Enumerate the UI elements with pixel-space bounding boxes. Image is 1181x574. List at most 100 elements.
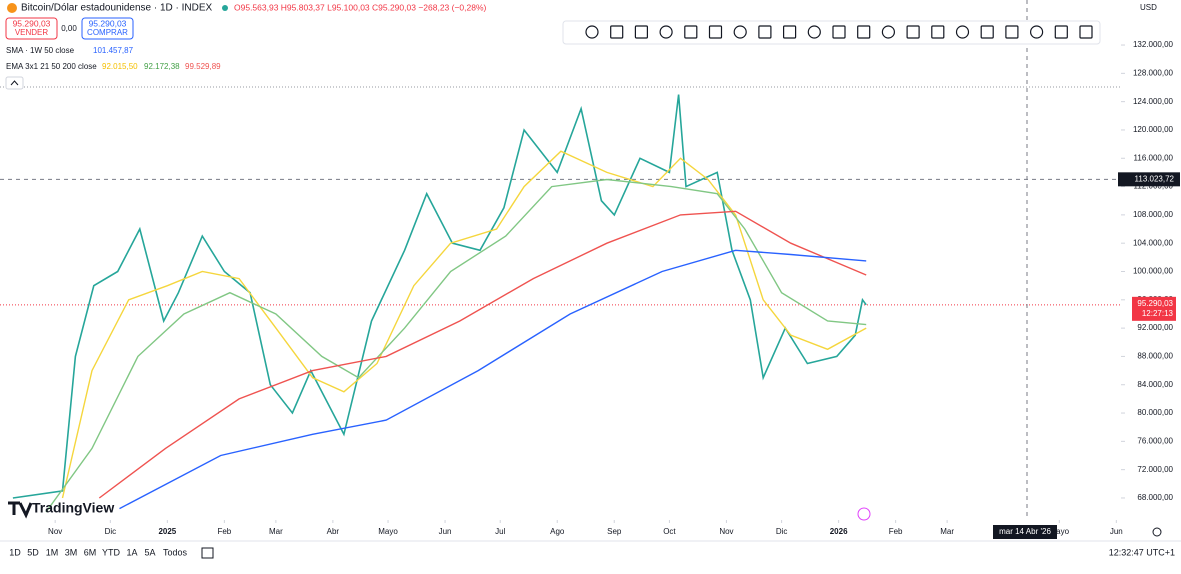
- sell-button[interactable]: [5, 17, 58, 40]
- logo-mark: [8, 501, 33, 519]
- y-tick-label: 128.000,00: [1133, 68, 1174, 77]
- plot-area: [0, 0, 1125, 523]
- y-tick-label: 124.000,00: [1133, 97, 1174, 106]
- crosshair-date: mar 14 Abr '26: [999, 527, 1051, 536]
- tool-icon[interactable]: [758, 25, 772, 39]
- x-tick-label: Nov: [719, 527, 733, 536]
- tool-icon[interactable]: [955, 25, 970, 39]
- range-button[interactable]: 1A: [126, 547, 137, 557]
- y-tick-label: 88.000,00: [1137, 352, 1173, 361]
- last-price: 95.290,03: [1137, 299, 1173, 308]
- crosshair-price-tag: [1118, 172, 1180, 187]
- tool-icon[interactable]: [931, 25, 945, 39]
- y-tick-label: 72.000,00: [1137, 465, 1173, 474]
- x-tick-label: Jun: [1110, 527, 1123, 536]
- indicator-line: [119, 249, 867, 510]
- currency: USD: [1140, 3, 1157, 12]
- range-buttons: 1D 5D 1M 3M 6M YTD 1A 5A Todos: [9, 547, 187, 557]
- tool-icon[interactable]: [807, 25, 821, 39]
- tool-icon[interactable]: [857, 25, 871, 39]
- spread: 0,00: [61, 24, 77, 33]
- crosshair-price: 113.023,72: [1135, 174, 1175, 183]
- y-tick-label: 104.000,00: [1133, 238, 1174, 247]
- tool-icon[interactable]: [782, 25, 797, 39]
- x-tick-label: 2025: [158, 527, 176, 536]
- buy-label: COMPRAR: [87, 28, 128, 37]
- sma-legend: SMA · 1W 50 close: [6, 46, 75, 55]
- x-tick-label: Mar: [269, 527, 283, 536]
- indicator-line: [61, 150, 867, 499]
- x-tick-label: Mar: [940, 527, 954, 536]
- crosshair-date-tag: [993, 525, 1057, 539]
- sell-label: VENDER: [15, 28, 49, 37]
- y-tick-label: 80.000,00: [1137, 408, 1173, 417]
- tool-icon[interactable]: [708, 25, 723, 39]
- ema-value: 92.015,50: [102, 62, 138, 71]
- x-tick-label: Feb: [889, 527, 903, 536]
- x-tick-label: Mayo: [378, 527, 398, 536]
- status-dot: [222, 5, 228, 11]
- calendar-icon[interactable]: [201, 547, 214, 559]
- countdown: 12:27:13: [1142, 309, 1174, 318]
- range-button[interactable]: 5A: [144, 547, 155, 557]
- tool-icon[interactable]: [1029, 25, 1044, 39]
- y-tick-label: 120.000,00: [1133, 125, 1174, 134]
- indicator-line: [98, 210, 867, 499]
- y-tick-label: 68.000,00: [1137, 493, 1173, 502]
- drawing-toolbar: [562, 20, 1101, 45]
- x-tick-label: Sep: [607, 527, 622, 536]
- tool-icon[interactable]: [733, 25, 747, 39]
- symbol: Bitcoin/Dólar estadounidense · 1D · INDE…: [21, 3, 213, 14]
- range-button[interactable]: 6M: [84, 547, 97, 557]
- x-tick-label: Mayo: [1050, 527, 1070, 536]
- x-tick-label: Feb: [217, 527, 231, 536]
- y-tick-label: 116.000,00: [1134, 153, 1174, 162]
- ema-legend: EMA 3x1 21 50 200 close: [6, 62, 97, 71]
- x-tick-label: Nov: [48, 527, 62, 536]
- range-button[interactable]: 1D: [9, 547, 21, 557]
- x-tick-label: Ago: [550, 527, 565, 536]
- range-button[interactable]: 3M: [65, 547, 78, 557]
- x-tick-label: Jun: [439, 527, 452, 536]
- range-button[interactable]: 1M: [46, 547, 59, 557]
- tool-icon[interactable]: [659, 25, 673, 39]
- range-button[interactable]: 5D: [27, 547, 39, 557]
- y-tick-label: 100.000,00: [1133, 267, 1174, 276]
- buy-price: 95.290,03: [89, 18, 127, 28]
- tool-icon[interactable]: [1005, 25, 1019, 39]
- events-icon[interactable]: [857, 507, 871, 521]
- y-tick-label: 108.000,00: [1133, 210, 1174, 219]
- settings-icon[interactable]: [1152, 527, 1162, 537]
- tool-icon[interactable]: [634, 25, 649, 39]
- x-tick-label: Dic: [105, 527, 117, 536]
- tool-icon[interactable]: [1079, 25, 1093, 39]
- indicator-line: [45, 178, 867, 513]
- bitcoin-icon: [7, 3, 17, 13]
- tool-icon[interactable]: [906, 25, 920, 39]
- clock: 12:32:47 UTC+1: [1109, 547, 1175, 557]
- tool-icon[interactable]: [881, 25, 896, 39]
- sell-price: 95.290,03: [13, 18, 51, 28]
- ema-value: 99.529,89: [185, 62, 221, 71]
- ohlc: O95.563,93 H95.803,37 L95.100,03 C95.290…: [234, 2, 487, 12]
- last-price-tag: [1132, 296, 1176, 321]
- y-tick-label: 92.000,00: [1137, 323, 1173, 332]
- y-tick-label: 132.000,00: [1133, 40, 1174, 49]
- tool-icon[interactable]: [1054, 25, 1068, 39]
- collapse-button[interactable]: [5, 76, 24, 90]
- tool-icon[interactable]: [832, 25, 846, 39]
- tool-icon[interactable]: [980, 25, 994, 39]
- x-tick-label: Oct: [663, 527, 676, 536]
- tool-icon[interactable]: [684, 25, 698, 39]
- buy-button[interactable]: [81, 17, 134, 40]
- y-tick-label: 76.000,00: [1137, 436, 1173, 445]
- tool-icon[interactable]: [585, 25, 599, 39]
- range-button[interactable]: YTD: [102, 547, 121, 557]
- sma-value: 101.457,87: [93, 46, 134, 55]
- range-button[interactable]: Todos: [163, 547, 188, 557]
- price-line: [12, 94, 867, 499]
- x-tick-label: Dic: [776, 527, 788, 536]
- tool-icon[interactable]: [610, 25, 624, 39]
